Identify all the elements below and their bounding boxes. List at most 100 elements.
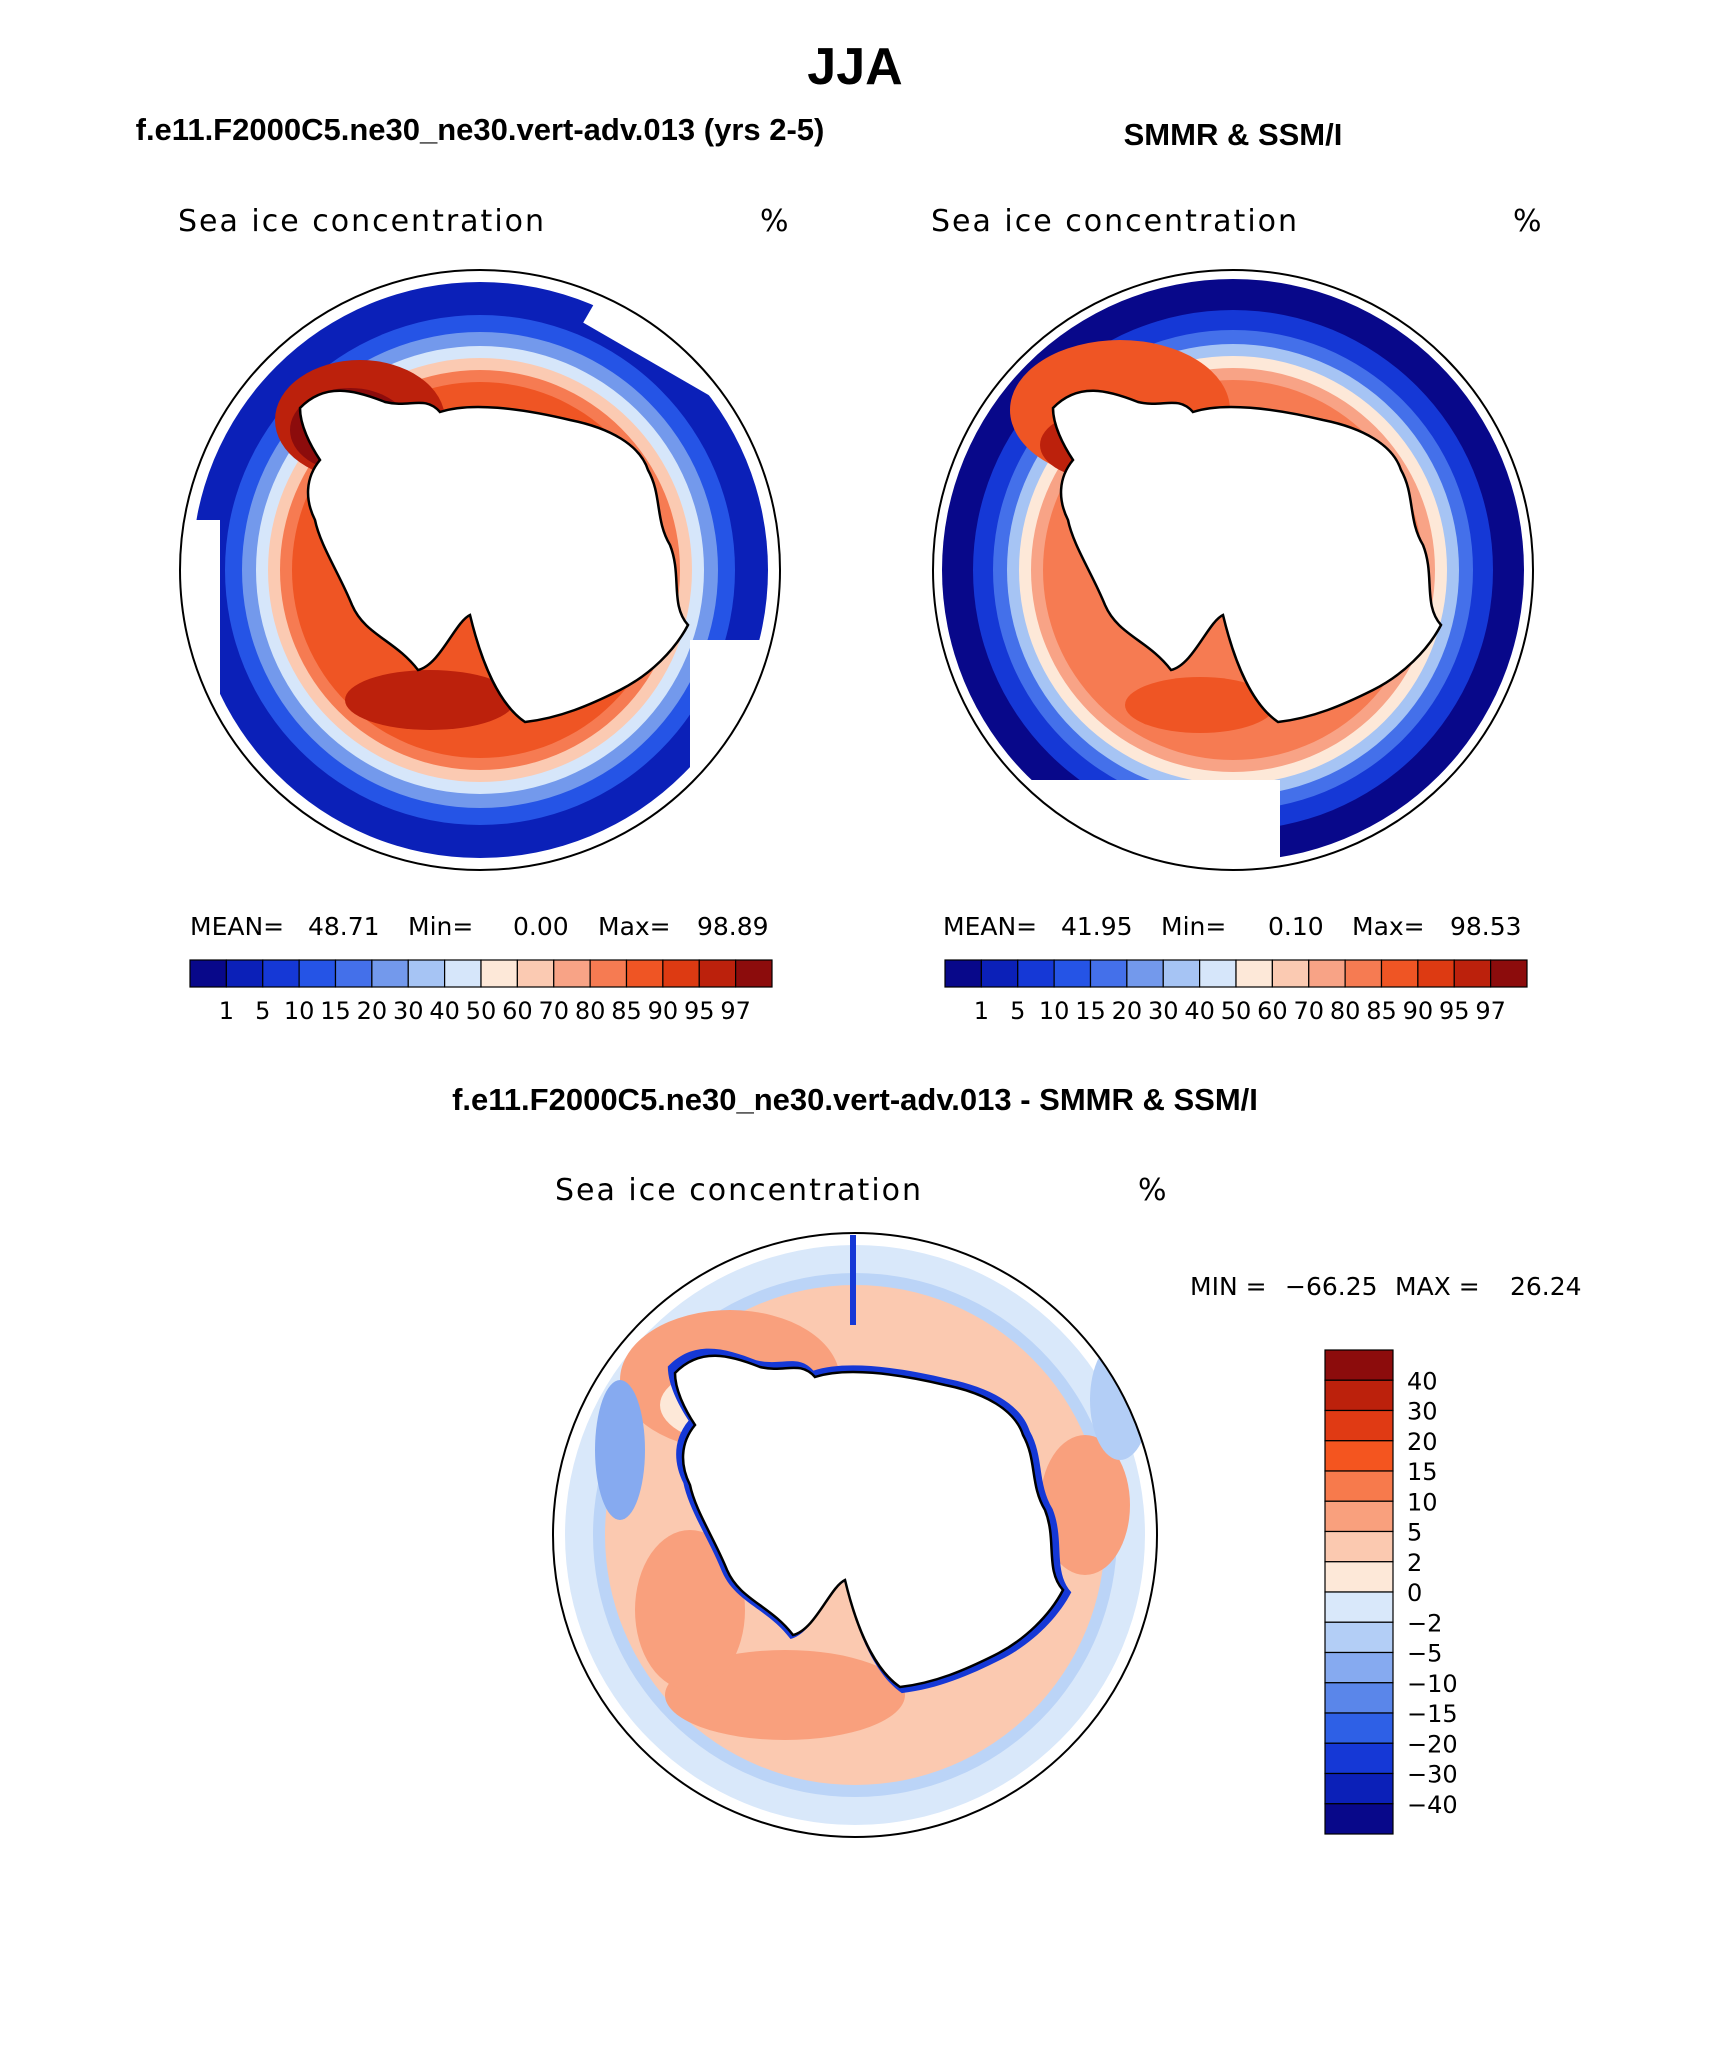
colorbar-tick-label: −40	[1407, 1791, 1458, 1819]
colorbar-tick-label: 5	[1407, 1519, 1422, 1547]
colorbar-swatch	[1490, 959, 1528, 988]
panel-obs-title: SMMR & SSM/I	[1124, 117, 1343, 152]
colorbar-tick-label: 0	[1407, 1579, 1422, 1607]
colorbar-tick-label: 50	[1221, 997, 1252, 1025]
colorbar-swatch	[262, 959, 300, 988]
colorbar-swatch	[298, 959, 337, 988]
colorbar-tick-label: 5	[255, 997, 270, 1025]
colorbar-tick-label: 10	[284, 997, 315, 1025]
colorbar-tick-label: 15	[1407, 1458, 1438, 1486]
mean-value: 48.71	[308, 912, 380, 941]
colorbar-tick-label: 95	[1439, 997, 1470, 1025]
colorbar-swatch	[1453, 959, 1492, 988]
colorbar-swatch	[1380, 959, 1419, 988]
panel-model-units: %	[760, 204, 789, 239]
colorbar-tick-label: 97	[720, 997, 751, 1025]
colorbar-swatch	[1324, 1379, 1394, 1412]
colorbar-swatch	[944, 959, 982, 988]
colorbar-swatch	[698, 959, 737, 988]
colorbar-swatch	[334, 959, 373, 988]
colorbar-tick-label: 30	[1148, 997, 1179, 1025]
min-value: 0.00	[513, 912, 569, 941]
panel-obs: SMMR & SSM/I Sea ice concentration % MEA…	[931, 117, 1542, 1025]
colorbar-swatch	[625, 959, 664, 988]
panel-obs-stats: MEAN= 41.95 Min= 0.10 Max= 98.53	[943, 912, 1522, 941]
colorbar-swatch	[1324, 1561, 1394, 1593]
colorbar-swatch	[516, 959, 555, 988]
colorbar-tick-label: 85	[611, 997, 642, 1025]
colorbar-tick-label: 20	[1407, 1428, 1438, 1456]
colorbar-tick-label: 1	[219, 997, 234, 1025]
panel-obs-variable: Sea ice concentration	[931, 204, 1299, 239]
colorbar-swatch	[480, 959, 518, 988]
max-label: Max=	[598, 912, 671, 941]
max-label: MAX =	[1395, 1272, 1480, 1301]
colorbar-swatch	[444, 959, 482, 988]
colorbar-swatch	[1324, 1651, 1394, 1684]
colorbar-swatch	[1324, 1349, 1394, 1381]
colorbar-tick-label: 10	[1039, 997, 1070, 1025]
page-title: JJA	[807, 38, 902, 96]
colorbar-tick-label: 5	[1010, 997, 1025, 1025]
colorbar-swatch	[1324, 1440, 1394, 1472]
colorbar-tick-label: 90	[1403, 997, 1434, 1025]
panel-model-variable: Sea ice concentration	[178, 204, 546, 239]
colorbar-tick-label: 40	[1184, 997, 1215, 1025]
colorbar-swatch	[980, 959, 1019, 988]
panel-diff-title: f.e11.F2000C5.ne30_ne30.vert-adv.013 - S…	[452, 1082, 1258, 1117]
colorbar-swatch	[1324, 1530, 1394, 1563]
min-label: Min=	[1161, 912, 1226, 941]
colorbar-tick-label: 97	[1475, 997, 1506, 1025]
max-value: 26.24	[1510, 1272, 1582, 1301]
colorbar-swatch	[1126, 959, 1164, 988]
colorbar-tick-label: −10	[1407, 1670, 1458, 1698]
colorbar-tick-label: 2	[1407, 1549, 1422, 1577]
colorbar-swatch	[371, 959, 409, 988]
colorbar-tick-label: 15	[320, 997, 351, 1025]
colorbar-tick-label: 40	[1407, 1367, 1438, 1395]
colorbar-tick-label: 15	[1075, 997, 1106, 1025]
panel-obs-units: %	[1513, 204, 1542, 239]
colorbar-swatch	[1271, 959, 1310, 988]
min-label: MIN =	[1190, 1272, 1267, 1301]
colorbar-tick-label: −2	[1407, 1609, 1442, 1637]
colorbar-tick-label: −15	[1407, 1700, 1458, 1728]
colorbar-swatch	[1308, 959, 1346, 988]
max-label: Max=	[1352, 912, 1425, 941]
panel-diff-units: %	[1138, 1173, 1167, 1208]
map-model	[180, 270, 780, 870]
mean-value: 41.95	[1061, 912, 1133, 941]
colorbar-swatch	[1324, 1712, 1394, 1744]
colorbar-swatch	[1324, 1470, 1394, 1502]
colorbar-tick-label: 30	[1407, 1398, 1438, 1426]
colorbar-tick-label: 10	[1407, 1488, 1438, 1516]
panel-diff-variable: Sea ice concentration	[555, 1173, 923, 1208]
colorbar-swatch	[589, 959, 628, 988]
colorbar-tick-label: 40	[429, 997, 460, 1025]
min-label: Min=	[408, 912, 473, 941]
colorbar-tick-label: 20	[357, 997, 388, 1025]
colorbar-tick-label: 80	[1330, 997, 1361, 1025]
colorbar-swatch	[1162, 959, 1201, 988]
panel-model-stats: MEAN= 48.71 Min= 0.00 Max= 98.89	[190, 912, 769, 941]
min-value: 0.10	[1268, 912, 1324, 941]
max-value: 98.89	[697, 912, 769, 941]
panel-diff-stats: MIN = −66.25 MAX = 26.24	[1190, 1272, 1582, 1301]
colorbar-swatch	[407, 959, 446, 988]
colorbar-swatch	[1324, 1742, 1394, 1775]
colorbar-tick-label: 60	[502, 997, 533, 1025]
colorbar-tick-label: −5	[1407, 1640, 1442, 1668]
colorbar-swatch	[735, 959, 773, 988]
colorbar-swatch	[553, 959, 591, 988]
panel-model-title: f.e11.F2000C5.ne30_ne30.vert-adv.013 (yr…	[136, 112, 825, 147]
colorbar-tick-label: 50	[466, 997, 497, 1025]
colorbar-tick-label: 20	[1112, 997, 1143, 1025]
colorbar-swatch	[1324, 1409, 1394, 1442]
colorbar-swatch	[225, 959, 264, 988]
colorbar-swatch	[1324, 1591, 1394, 1623]
colorbar-swatch	[1235, 959, 1273, 988]
panel-diff: f.e11.F2000C5.ne30_ne30.vert-adv.013 - S…	[452, 1082, 1582, 1838]
colorbar-tick-label: −20	[1407, 1730, 1458, 1758]
